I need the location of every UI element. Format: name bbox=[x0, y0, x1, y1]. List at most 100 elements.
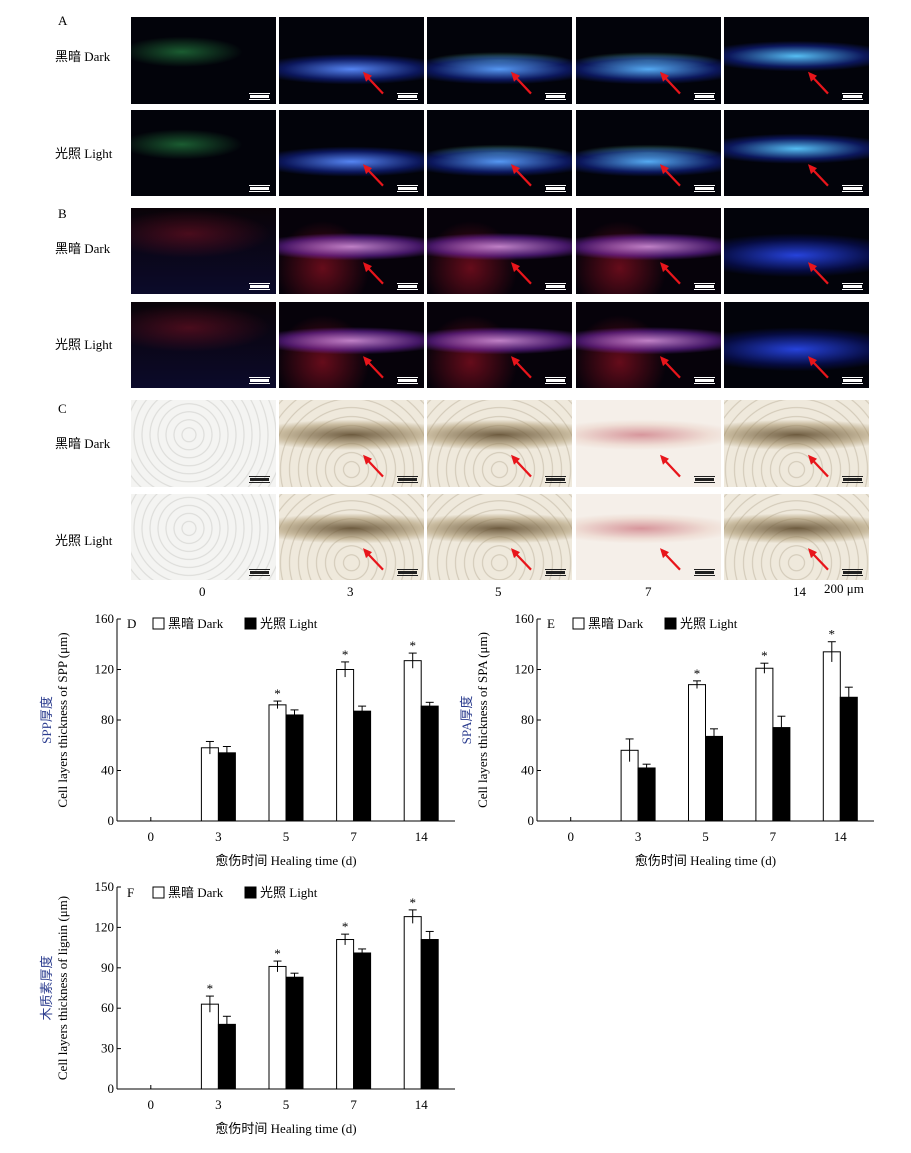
micrograph-tile bbox=[576, 400, 721, 487]
red-arrow-icon bbox=[511, 164, 532, 187]
micrograph-tile bbox=[576, 208, 721, 294]
legend-label-light: 光照 Light bbox=[260, 885, 318, 900]
micrograph-tile bbox=[279, 110, 424, 196]
error-bar bbox=[642, 763, 651, 773]
micrograph-tile bbox=[279, 494, 424, 580]
error-bar bbox=[425, 701, 434, 711]
micrograph-tile bbox=[427, 208, 572, 294]
bar-light bbox=[705, 735, 723, 822]
bar-light bbox=[285, 714, 304, 822]
red-arrow-icon bbox=[363, 71, 384, 95]
red-arrow-icon bbox=[808, 164, 829, 187]
legend-label-light: 光照 Light bbox=[260, 616, 318, 631]
scale-bar bbox=[249, 93, 270, 100]
x-tick-label: 3 bbox=[635, 829, 642, 844]
significance-marker: * bbox=[829, 627, 836, 642]
micrograph-tile bbox=[724, 400, 869, 487]
y-tick-label: 160 bbox=[95, 611, 115, 626]
micrograph-tile bbox=[427, 17, 572, 104]
legend-swatch-light bbox=[244, 886, 257, 899]
x-tick-label: 5 bbox=[283, 829, 290, 844]
legend-swatch-light bbox=[244, 617, 257, 630]
micrograph-tile bbox=[279, 400, 424, 487]
legend-label-light: 光照 Light bbox=[680, 616, 738, 631]
bar-chart-e: 0 40 80 120 160 0 3 5 * 7 * 14 * E 黑暗 Dark 光照 Light 愈伤时间… bbox=[459, 611, 874, 868]
error-bar bbox=[408, 652, 417, 669]
error-bar bbox=[625, 738, 634, 762]
y-tick-label: 150 bbox=[95, 879, 115, 894]
legend-label-dark: 黑暗 Dark bbox=[168, 616, 224, 631]
error-bar bbox=[290, 709, 299, 721]
scale-bar bbox=[249, 283, 270, 290]
micrograph-tile bbox=[427, 494, 572, 580]
scale-bar bbox=[249, 377, 270, 384]
y-tick-label: 40 bbox=[101, 763, 114, 778]
x-tick-label: 5 bbox=[702, 829, 709, 844]
time-label-0: 0 bbox=[199, 584, 206, 599]
y-axis-label-en: Cell layers thickness of lignin (μm) bbox=[55, 896, 70, 1080]
scale-bar bbox=[545, 377, 566, 384]
red-arrow-icon bbox=[511, 548, 532, 571]
micrograph-tile bbox=[724, 302, 869, 388]
red-arrow-icon bbox=[660, 356, 681, 379]
x-tick-label: 7 bbox=[770, 829, 777, 844]
error-bar bbox=[827, 641, 836, 662]
y-tick-label: 0 bbox=[108, 813, 115, 828]
bar-chart-f: 0 30 60 90 120 150 0 3 * 5 * 7 * 14 * F 黑暗 Dark 光照 Light 愈… bbox=[39, 879, 455, 1136]
y-tick-label: 120 bbox=[515, 662, 535, 677]
y-tick-label: 40 bbox=[521, 763, 534, 778]
error-bar bbox=[777, 715, 786, 740]
scale-bar bbox=[397, 377, 418, 384]
red-arrow-icon bbox=[808, 262, 829, 285]
bar-light bbox=[420, 939, 439, 1090]
y-tick-label: 90 bbox=[101, 960, 114, 975]
red-arrow-icon bbox=[808, 71, 829, 95]
significance-marker: * bbox=[409, 895, 416, 910]
micrograph-tile bbox=[279, 17, 424, 104]
x-tick-label: 0 bbox=[567, 829, 574, 844]
micrograph-tile bbox=[576, 494, 721, 580]
x-tick-label: 5 bbox=[283, 1097, 290, 1112]
bar-light bbox=[353, 952, 372, 1090]
panel-letter: A bbox=[58, 13, 68, 28]
error-bar bbox=[290, 972, 299, 982]
legend-swatch-light bbox=[664, 617, 677, 630]
x-tick-label: 14 bbox=[415, 1097, 429, 1112]
significance-marker: * bbox=[342, 919, 349, 934]
scale-bar bbox=[397, 93, 418, 100]
x-tick-label: 3 bbox=[215, 829, 222, 844]
error-bar bbox=[222, 746, 231, 760]
panel-letter: B bbox=[58, 206, 67, 221]
bar-dark bbox=[403, 916, 422, 1090]
scale-bar bbox=[694, 93, 715, 100]
y-tick-label: 80 bbox=[101, 712, 114, 727]
micrograph-tile bbox=[427, 400, 572, 487]
significance-marker: * bbox=[761, 648, 768, 663]
scale-bar bbox=[397, 476, 418, 483]
y-tick-label: 160 bbox=[515, 611, 535, 626]
bar-dark bbox=[336, 939, 355, 1090]
scale-bar bbox=[842, 185, 863, 192]
scale-bar bbox=[545, 185, 566, 192]
scale-bar-label: 200 μm bbox=[824, 581, 864, 596]
error-bar bbox=[341, 661, 350, 678]
x-tick-label: 3 bbox=[215, 1097, 222, 1112]
significance-marker: * bbox=[274, 946, 281, 961]
scale-bar bbox=[694, 476, 715, 483]
bar-light bbox=[839, 696, 858, 822]
panel-letter: F bbox=[127, 885, 134, 900]
red-arrow-icon bbox=[808, 454, 829, 478]
micrograph-tile bbox=[427, 110, 572, 196]
scale-bar bbox=[397, 569, 418, 576]
bar-light bbox=[353, 710, 372, 822]
red-arrow-icon bbox=[363, 548, 384, 571]
row-label-light: 光照 Light bbox=[55, 533, 113, 548]
legend-label-dark: 黑暗 Dark bbox=[588, 616, 644, 631]
bar-light bbox=[217, 752, 236, 822]
y-axis-label-cn: SPA厚度 bbox=[459, 696, 474, 745]
x-axis-label: 愈伤时间 Healing time (d) bbox=[635, 853, 776, 868]
micrograph-tile bbox=[131, 17, 276, 104]
red-arrow-icon bbox=[511, 262, 532, 285]
y-axis-label-en: Cell layers thickness of SPP (μm) bbox=[55, 632, 70, 807]
